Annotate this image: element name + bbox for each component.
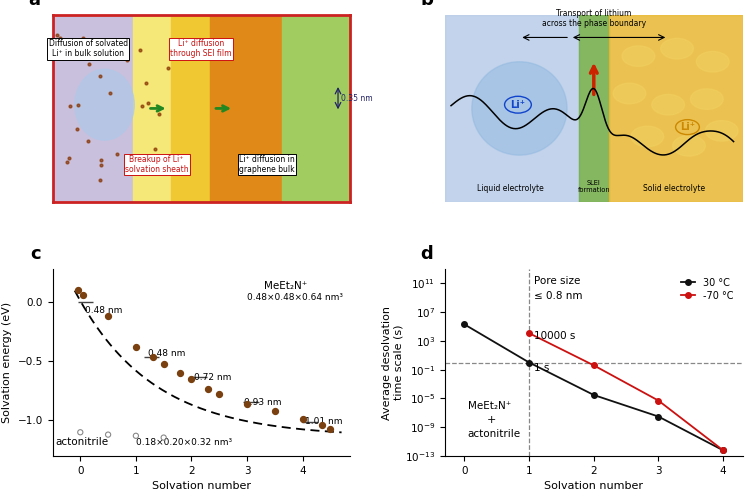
Text: 0.48 nm: 0.48 nm bbox=[148, 349, 185, 358]
Text: ≤ 0.8 nm: ≤ 0.8 nm bbox=[534, 291, 583, 301]
Point bbox=[130, 343, 142, 351]
Text: Li⁺ diffusion
through SEI film: Li⁺ diffusion through SEI film bbox=[170, 39, 232, 58]
Point bbox=[146, 353, 158, 361]
Text: actonitrile: actonitrile bbox=[56, 437, 109, 447]
Text: Li⁺ diffusion in
graphene bulk: Li⁺ diffusion in graphene bulk bbox=[238, 155, 295, 174]
Text: MeEt₂N⁺: MeEt₂N⁺ bbox=[264, 281, 307, 291]
Text: a: a bbox=[28, 0, 40, 10]
Point bbox=[102, 431, 114, 439]
Text: c: c bbox=[30, 245, 40, 264]
Text: b: b bbox=[420, 0, 434, 10]
Circle shape bbox=[673, 136, 705, 156]
Text: Transport of lithium
across the phase boundary: Transport of lithium across the phase bo… bbox=[542, 9, 646, 28]
Point bbox=[158, 433, 170, 441]
Circle shape bbox=[697, 52, 729, 72]
Text: actonitrile: actonitrile bbox=[468, 429, 520, 439]
Text: SLEI
formation: SLEI formation bbox=[578, 179, 610, 192]
Bar bbox=[172, 15, 210, 202]
Text: 0.93 nm: 0.93 nm bbox=[244, 398, 282, 407]
Text: 0.35 nm: 0.35 nm bbox=[341, 94, 373, 103]
Point bbox=[185, 375, 197, 383]
Ellipse shape bbox=[472, 62, 567, 155]
Point bbox=[174, 369, 186, 377]
Text: 0.48 nm: 0.48 nm bbox=[85, 306, 122, 315]
Bar bbox=[210, 15, 281, 202]
Point bbox=[130, 432, 142, 440]
Bar bbox=[579, 15, 609, 202]
Text: 0.72 nm: 0.72 nm bbox=[194, 373, 232, 382]
Bar bbox=[445, 15, 579, 202]
Circle shape bbox=[705, 121, 738, 141]
Bar bbox=[53, 15, 133, 202]
Text: Solid electrolyte: Solid electrolyte bbox=[643, 183, 705, 192]
Circle shape bbox=[631, 126, 664, 147]
Text: +: + bbox=[487, 415, 496, 425]
Point bbox=[297, 415, 309, 423]
Text: 1.01 nm: 1.01 nm bbox=[305, 417, 343, 426]
Point bbox=[202, 384, 214, 392]
Text: Li⁺: Li⁺ bbox=[511, 100, 526, 110]
Point bbox=[77, 291, 89, 299]
Point bbox=[102, 313, 114, 321]
Text: d: d bbox=[421, 245, 434, 264]
Text: 0.18×0.20×0.32 nm³: 0.18×0.20×0.32 nm³ bbox=[136, 438, 232, 447]
Circle shape bbox=[661, 39, 694, 59]
Text: 1 s: 1 s bbox=[534, 363, 550, 373]
X-axis label: Solvation number: Solvation number bbox=[152, 481, 250, 491]
Text: Diffusion of solvated
Li⁺ in bulk solution: Diffusion of solvated Li⁺ in bulk soluti… bbox=[49, 39, 128, 58]
Y-axis label: Solvation energy (eV): Solvation energy (eV) bbox=[2, 302, 12, 423]
Text: 10000 s: 10000 s bbox=[534, 331, 576, 341]
Bar bbox=[281, 15, 350, 202]
Point bbox=[74, 428, 86, 436]
Text: Pore size: Pore size bbox=[534, 277, 580, 286]
Bar bbox=[609, 15, 742, 202]
Point bbox=[158, 360, 170, 368]
Legend: 30 °C, -70 °C: 30 °C, -70 °C bbox=[677, 274, 738, 305]
Ellipse shape bbox=[75, 69, 134, 140]
Text: Liquid electrolyte: Liquid electrolyte bbox=[477, 183, 544, 192]
Bar bbox=[133, 15, 172, 202]
Point bbox=[268, 407, 280, 415]
Text: Breakup of Li⁺
solvation sheath: Breakup of Li⁺ solvation sheath bbox=[124, 155, 188, 174]
X-axis label: Solvation number: Solvation number bbox=[544, 481, 644, 491]
Circle shape bbox=[614, 83, 646, 104]
Text: Li⁺: Li⁺ bbox=[680, 122, 695, 132]
Text: 0.48×0.48×0.64 nm³: 0.48×0.48×0.64 nm³ bbox=[247, 293, 343, 302]
Circle shape bbox=[652, 94, 685, 115]
Point bbox=[71, 287, 83, 295]
Y-axis label: Average desolvation
time scale (s): Average desolvation time scale (s) bbox=[382, 306, 404, 419]
Circle shape bbox=[622, 46, 655, 67]
Circle shape bbox=[691, 89, 723, 109]
Point bbox=[241, 400, 253, 408]
Point bbox=[213, 390, 225, 398]
Text: MeEt₂N⁺: MeEt₂N⁺ bbox=[468, 401, 511, 411]
Point bbox=[316, 421, 328, 429]
Point bbox=[325, 425, 337, 433]
